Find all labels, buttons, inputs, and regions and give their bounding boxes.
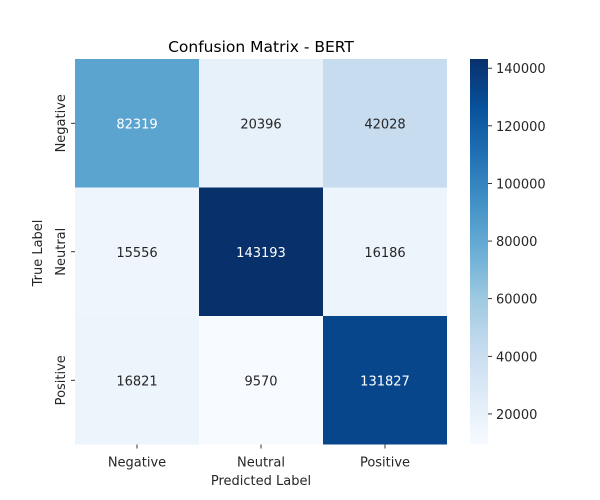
chart-title: Confusion Matrix - BERT: [168, 38, 354, 56]
heatmap-cell-value: 82319: [116, 117, 157, 132]
colorbar-tick-label: 20000: [496, 408, 537, 423]
y-tick-label: Positive: [54, 355, 69, 405]
heatmap-cell: [323, 316, 447, 445]
y-axis-ticks: Negative Neutral Positive: [54, 94, 75, 405]
colorbar: [470, 59, 488, 444]
x-tick-label: Neutral: [237, 456, 285, 471]
x-axis-label: Predicted Label: [211, 474, 311, 489]
heatmap-cells: [75, 59, 447, 445]
heatmap-cell-value: 15556: [116, 246, 157, 261]
heatmap-cell-value: 20396: [240, 117, 281, 132]
heatmap-cell-labels: 82319 20396 42028 15556 143193 16186 16821 9570…: [116, 117, 410, 389]
y-axis-label: True Label: [31, 220, 46, 288]
colorbar-tick-label: 100000: [496, 177, 546, 192]
colorbar-tick-label: 140000: [496, 62, 546, 77]
x-tick-label: Negative: [108, 456, 166, 471]
heatmap-cell: [323, 59, 447, 188]
colorbar-ticks: 20000 40000 60000 80000 100000 120000 140000: [488, 62, 546, 423]
colorbar-tick-label: 80000: [496, 235, 537, 250]
heatmap-cell-value: 131827: [360, 374, 410, 389]
heatmap-cell: [75, 316, 199, 445]
colorbar-tick-label: 60000: [496, 293, 537, 308]
x-axis-ticks: Negative Neutral Positive: [108, 444, 410, 471]
colorbar-tick-label: 40000: [496, 350, 537, 365]
heatmap-cell: [199, 59, 323, 188]
heatmap-cell-value: 42028: [364, 117, 405, 132]
heatmap-cell-value: 9570: [244, 374, 277, 389]
y-tick-label: Neutral: [54, 228, 69, 276]
heatmap-cell-value: 16821: [116, 374, 157, 389]
y-tick-label: Negative: [54, 94, 69, 152]
heatmap-cell: [323, 187, 447, 316]
heatmap-cell: [75, 187, 199, 316]
heatmap-cell-value: 143193: [236, 246, 286, 261]
heatmap-cell: [199, 316, 323, 445]
heatmap-cell: [75, 59, 199, 188]
x-tick-label: Positive: [360, 456, 410, 471]
heatmap-cell: [199, 187, 323, 316]
colorbar-tick-label: 120000: [496, 120, 546, 135]
heatmap-cell-value: 16186: [364, 246, 405, 261]
